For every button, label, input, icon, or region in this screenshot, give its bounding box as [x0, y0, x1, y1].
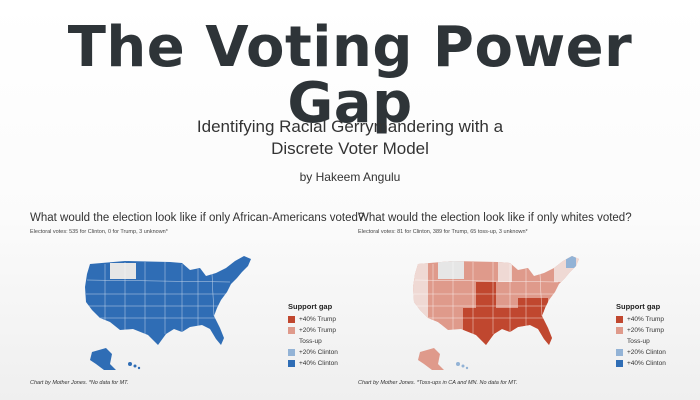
- legend-label: +20% Clinton: [299, 349, 338, 356]
- legend-title: Support gap: [616, 302, 661, 311]
- legend-label: +20% Trump: [299, 327, 337, 334]
- us-mainland-shape: [413, 256, 579, 345]
- chart-credit: Chart by Mother Jones. *No data for MT.: [30, 380, 129, 386]
- electoral-votes-text: Electoral votes: 535 for Clinton, 0 for …: [30, 229, 168, 235]
- slide-title: The Voting Power Gap: [67, 15, 633, 136]
- legend-item: +40% Trump: [616, 314, 688, 325]
- us-mainland-shape: [85, 256, 251, 345]
- legend-item: +20% Clinton: [616, 347, 688, 358]
- us-map-white: [413, 256, 579, 370]
- hawaii-island: [461, 364, 465, 368]
- map-legend: Support gap +40% Trump +20% Trump Toss-u…: [288, 302, 360, 369]
- legend-label: +40% Trump: [299, 316, 337, 323]
- hawaii-shape: [128, 362, 132, 366]
- legend-label: +20% Trump: [627, 327, 665, 334]
- legend-swatch: [288, 327, 295, 334]
- legend-swatch: [288, 338, 295, 345]
- legend-swatch: [616, 316, 623, 323]
- alaska-shape: [90, 348, 116, 370]
- state-borders: [86, 262, 231, 334]
- hawaii-island: [133, 364, 137, 368]
- state-borders: [414, 262, 559, 334]
- chart-credit: Chart by Mother Jones. *Toss-ups in CA a…: [358, 380, 518, 386]
- legend-item: Toss-up: [288, 336, 360, 347]
- legend-swatch: [616, 349, 623, 356]
- legend-swatch: [288, 316, 295, 323]
- us-map-african-american: [85, 256, 251, 370]
- legend-swatch: [616, 338, 623, 345]
- legend-item: +20% Clinton: [288, 347, 360, 358]
- legend-title: Support gap: [288, 302, 333, 311]
- hawaii-shape: [456, 362, 460, 366]
- legend-item: +40% Clinton: [616, 358, 688, 369]
- legend-item: +40% Clinton: [288, 358, 360, 369]
- legend-swatch: [616, 327, 623, 334]
- hawaii-island: [465, 366, 469, 370]
- legend-swatch: [616, 360, 623, 367]
- map-question: What would the election look like if onl…: [30, 212, 365, 224]
- map-question: What would the election look like if onl…: [358, 212, 632, 224]
- legend-label: +40% Trump: [627, 316, 665, 323]
- legend-label: Toss-up: [627, 338, 650, 345]
- legend-item: +20% Trump: [616, 325, 688, 336]
- montana-no-data: [110, 263, 136, 279]
- subtitle-line-1: Identifying Racial Gerrymandering with a: [196, 117, 504, 136]
- panel-white-vote: What would the election look like if onl…: [358, 212, 688, 392]
- legend-label: +40% Clinton: [299, 360, 338, 367]
- map-legend: Support gap +40% Trump +20% Trump Toss-u…: [616, 302, 688, 369]
- legend-swatch: [288, 349, 295, 356]
- slide-subtitle: Identifying Racial Gerrymandering with a…: [0, 116, 700, 160]
- legend-item: +20% Trump: [288, 325, 360, 336]
- panel-african-american-vote: What would the election look like if onl…: [30, 212, 365, 392]
- alaska-shape: [418, 348, 444, 370]
- subtitle-line-2: Discrete Voter Model: [271, 139, 429, 158]
- legend-item: +40% Trump: [288, 314, 360, 325]
- hawaii-island: [137, 366, 141, 370]
- legend-item: Toss-up: [616, 336, 688, 347]
- legend-label: Toss-up: [299, 338, 322, 345]
- electoral-votes-text: Electoral votes: 81 for Clinton, 389 for…: [358, 229, 528, 235]
- author-byline: by Hakeem Angulu: [299, 170, 401, 184]
- legend-swatch: [288, 360, 295, 367]
- legend-label: +20% Clinton: [627, 349, 666, 356]
- legend-label: +40% Clinton: [627, 360, 666, 367]
